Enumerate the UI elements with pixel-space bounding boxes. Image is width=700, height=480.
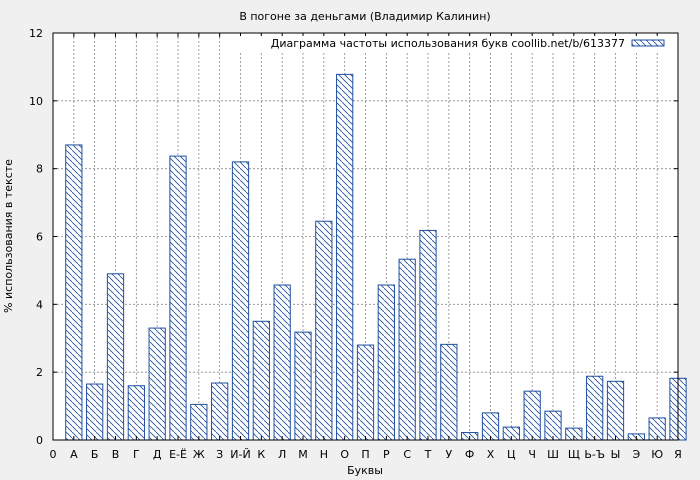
- bar-Р: [377, 284, 395, 441]
- x-tick-label: К: [257, 448, 265, 461]
- bar-Т: [419, 229, 437, 441]
- bar-С: [398, 258, 416, 441]
- x-tick-label: М: [298, 448, 308, 461]
- x-tick-label: Ж: [193, 448, 205, 461]
- x-tick-label: Е-Ё: [169, 448, 187, 461]
- chart-title: В погоне за деньгами (Владимир Калинин): [239, 10, 490, 23]
- x-tick-label: Н: [320, 448, 328, 461]
- bar-Х: [481, 412, 500, 441]
- x-tick-label: Ц: [507, 448, 516, 461]
- bar-В: [106, 273, 125, 441]
- y-tick-label: 10: [29, 95, 43, 108]
- x-tick-label: Щ: [568, 448, 580, 461]
- x-tick-label: Р: [383, 448, 390, 461]
- bar-Л: [273, 284, 291, 441]
- x-tick-label: Я: [674, 448, 682, 461]
- x-tick-label: С: [403, 448, 411, 461]
- bar-Ш: [544, 410, 562, 441]
- x-tick-label: А: [70, 448, 78, 461]
- x-tick-label: Т: [424, 448, 432, 461]
- y-tick-label: 4: [36, 298, 43, 311]
- x-tick-label: 0: [50, 448, 57, 461]
- x-tick-label: Х: [487, 448, 495, 461]
- bar-М: [294, 331, 312, 441]
- y-tick-label: 6: [36, 231, 43, 244]
- legend: Диаграмма частоты использования букв coo…: [240, 36, 675, 52]
- x-tick-label: Д: [153, 448, 162, 461]
- y-ticks: 0 2 4 6 8 10 12: [29, 27, 678, 447]
- bar-Ж: [190, 403, 208, 441]
- bar-О: [336, 73, 354, 441]
- y-tick-label: 2: [36, 366, 43, 379]
- bar-Б: [86, 383, 104, 441]
- x-tick-label: Э: [632, 448, 640, 461]
- bar-Ы: [606, 380, 625, 441]
- x-tick-label: Ю: [651, 448, 663, 461]
- x-tick-label: Л: [278, 448, 286, 461]
- bar-П: [356, 344, 375, 441]
- x-tick-label: Ы: [611, 448, 621, 461]
- y-tick-label: 0: [36, 434, 43, 447]
- x-tick-label: З: [216, 448, 223, 461]
- x-tick-label: Г: [133, 448, 140, 461]
- bar-У: [440, 343, 458, 441]
- bar-Ч: [523, 390, 541, 441]
- x-tick-label: У: [445, 448, 452, 461]
- legend-swatch: [631, 39, 665, 47]
- y-axis-label: % использования в тексте: [2, 159, 15, 313]
- x-tick-label: Ь-Ъ: [584, 448, 605, 461]
- y-tick-label: 12: [29, 27, 43, 40]
- x-tick-label: Ч: [528, 448, 536, 461]
- bar-З: [211, 382, 229, 441]
- x-axis-label: Буквы: [347, 464, 383, 477]
- bar-И-Й: [231, 161, 250, 441]
- bar-Ь-Ъ: [586, 375, 604, 441]
- legend-box: [240, 36, 675, 52]
- bar-Г: [127, 385, 145, 441]
- y-tick-label: 8: [36, 163, 43, 176]
- bar-Н: [315, 220, 333, 441]
- bar-Д: [148, 327, 166, 441]
- x-tick-label: Ш: [547, 448, 559, 461]
- x-tick-label: Б: [91, 448, 99, 461]
- bar-К: [252, 320, 270, 441]
- x-tick-label: В: [112, 448, 120, 461]
- x-tick-label: П: [361, 448, 369, 461]
- x-tick-label: Ф: [465, 448, 474, 461]
- x-tick-label: И-Й: [230, 448, 250, 461]
- bar-Е-Ё: [169, 155, 187, 441]
- x-ticks: 0 А Б В Г Д Е-Ё Ж З И-Й К Л М Н О П Р С Т У Ф Х Ц Ч Ш Щ Ь-Ъ Ы Э Ю Я: [50, 33, 682, 461]
- x-tick-label: О: [340, 448, 349, 461]
- legend-label: Диаграмма частоты использования букв coo…: [271, 37, 625, 50]
- bar-А: [65, 144, 83, 441]
